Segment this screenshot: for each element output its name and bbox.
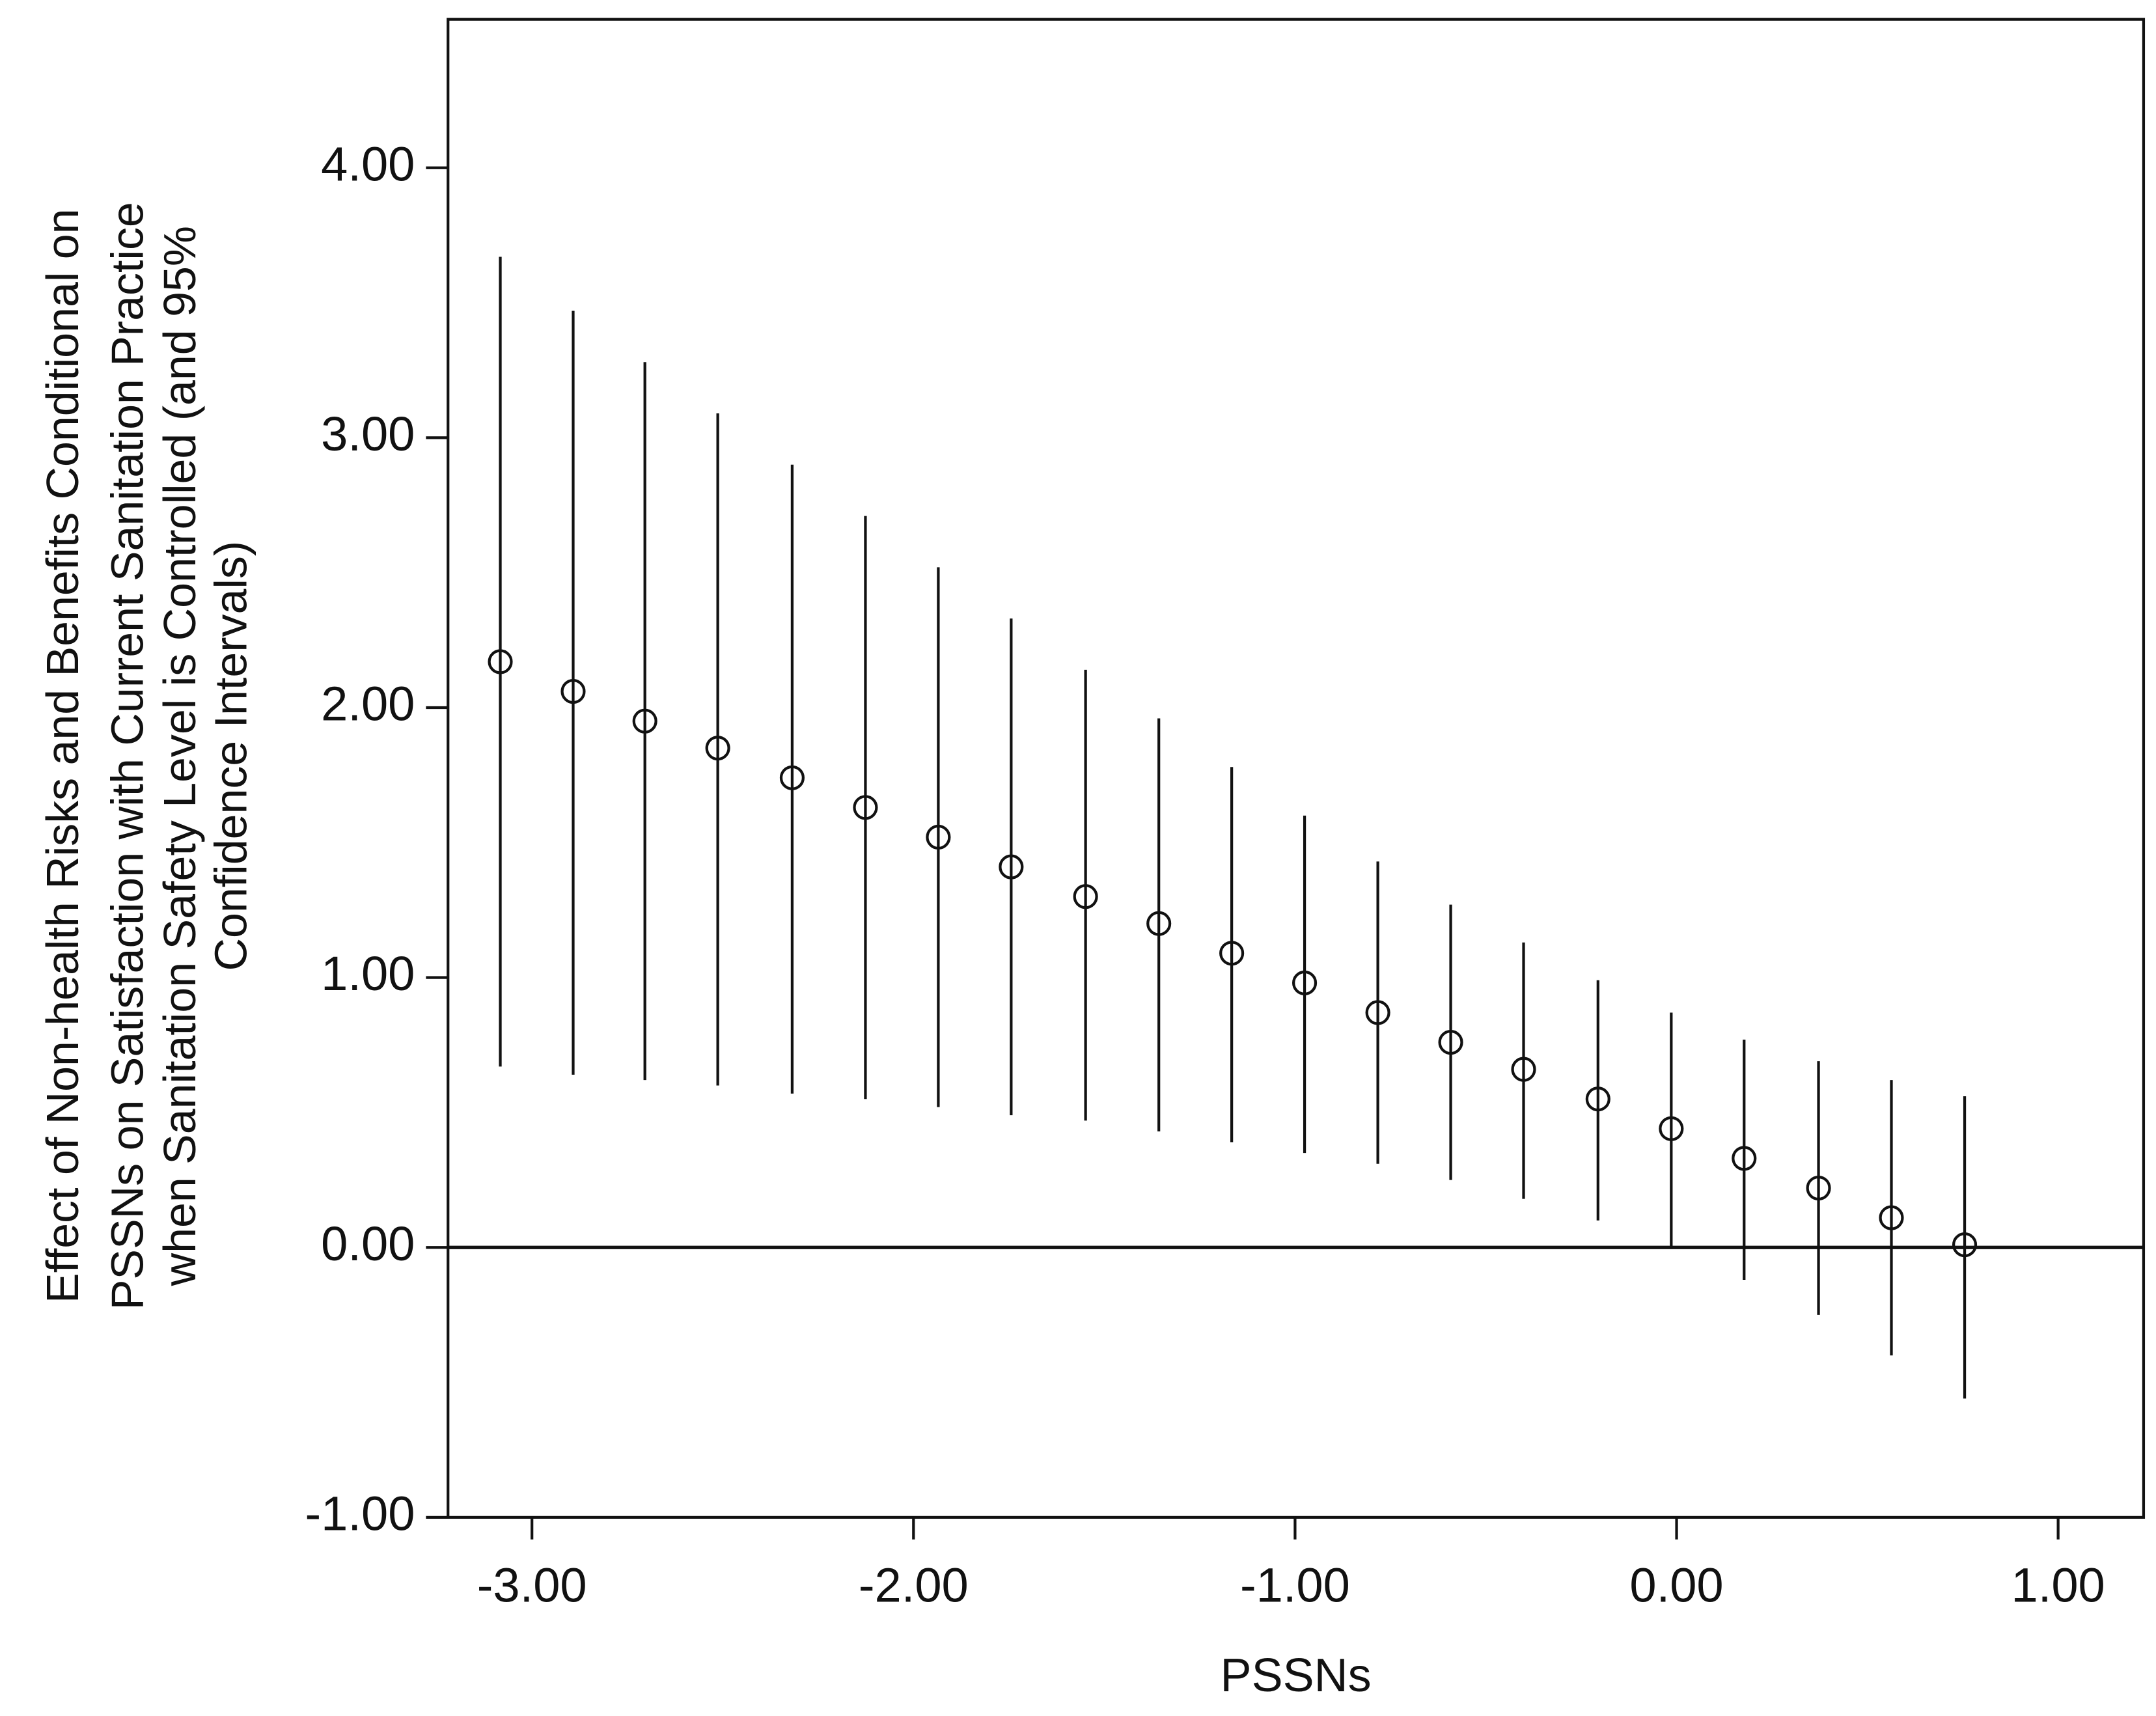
- x-tick-label: 0.00: [1629, 1558, 1723, 1612]
- point: [853, 795, 878, 820]
- x-tick-label: -3.00: [477, 1558, 587, 1612]
- point: [1879, 1205, 1904, 1230]
- point: [1365, 1000, 1390, 1025]
- point: [1292, 970, 1318, 995]
- point: [999, 854, 1024, 879]
- point: [1073, 884, 1098, 909]
- y-axis-label: Effect of Non-health Risks and Benefits …: [37, 202, 256, 1310]
- y-tick-label: 3.00: [321, 407, 415, 461]
- x-tick-label: -2.00: [859, 1558, 969, 1612]
- y-axis-label-line: Confidence Intervals): [205, 541, 256, 971]
- x-axis-label: PSSNs: [1221, 1650, 1372, 1702]
- y-axis-label-line: Effect of Non-health Risks and Benefits …: [37, 208, 88, 1303]
- y-tick-label: 4.00: [321, 137, 415, 191]
- plot-frame: [447, 18, 2146, 1519]
- x-tick-label: 1.00: [2011, 1558, 2105, 1612]
- x-tick-label: -1.00: [1240, 1558, 1350, 1612]
- y-tick-label: 0.00: [321, 1217, 415, 1271]
- y-axis-label-line: when Sanitation Safety Level is Controll…: [154, 226, 205, 1286]
- y-tick-label: -1.00: [305, 1486, 415, 1540]
- point: [779, 765, 805, 790]
- point: [1806, 1175, 1831, 1201]
- point: [926, 824, 951, 850]
- point: [1659, 1116, 1684, 1141]
- y-tick-label: 1.00: [321, 947, 415, 1001]
- point: [632, 708, 657, 734]
- point: [1511, 1057, 1536, 1082]
- point: [560, 679, 586, 704]
- point: [1585, 1086, 1610, 1112]
- point: [1952, 1232, 1978, 1258]
- point: [1146, 911, 1172, 936]
- point: [1438, 1030, 1463, 1055]
- y-tick-label: 2.00: [321, 677, 415, 731]
- point: [1732, 1146, 1757, 1171]
- point: [705, 736, 730, 761]
- point: [1219, 941, 1245, 966]
- point: [488, 649, 513, 674]
- y-axis-label-line: PSSNs on Satisfaction with Current Sanit…: [102, 202, 153, 1310]
